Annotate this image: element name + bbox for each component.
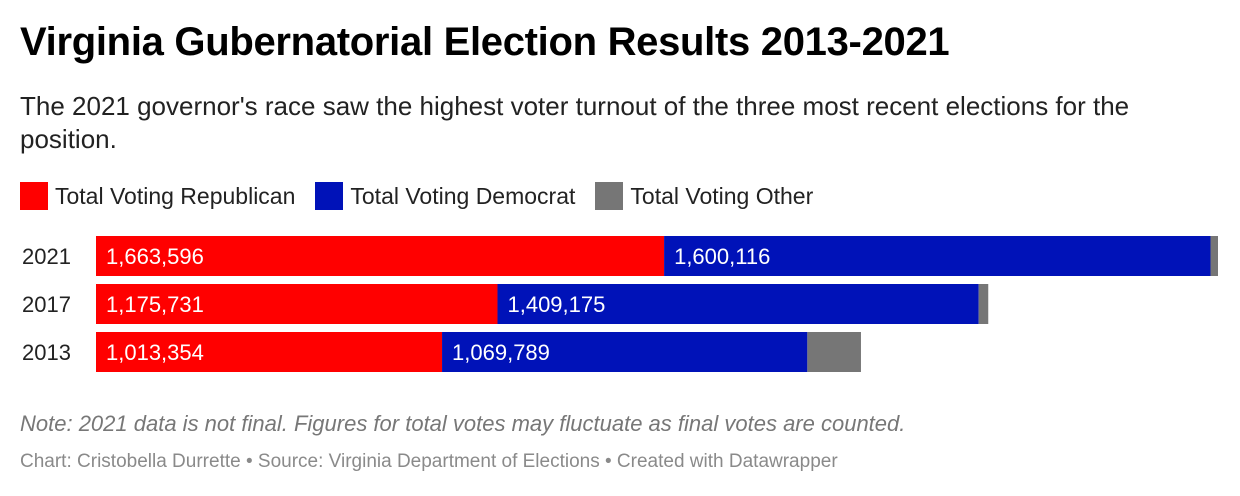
year-label-2013: 2013 <box>22 340 71 365</box>
bar-republican-2017 <box>96 284 498 324</box>
chart-title: Virginia Gubernatorial Election Results … <box>20 20 950 64</box>
chart-note: Note: 2021 data is not final. Figures fo… <box>20 411 906 436</box>
value-label-republican-2021: 1,663,596 <box>106 244 204 269</box>
bar-democrat-2017 <box>497 284 979 324</box>
legend-label-republican: Total Voting Republican <box>55 182 296 209</box>
value-label-democrat-2017: 1,409,175 <box>507 292 605 317</box>
value-label-democrat-2021: 1,600,116 <box>674 244 770 269</box>
legend-item-republican: Total Voting Republican <box>20 182 295 210</box>
year-label-2017: 2017 <box>22 292 71 317</box>
bar-democrat-2013 <box>442 332 808 372</box>
bar-other-2013 <box>807 332 861 372</box>
value-label-republican-2017: 1,175,731 <box>106 292 204 317</box>
legend-swatch-republican <box>20 182 48 210</box>
legend-label-democrat: Total Voting Democrat <box>350 182 576 209</box>
stacked-bar-chart: 2021 1,663,596 1,600,116 2017 1,175,731 1,409… <box>22 236 1218 372</box>
legend: Total Voting Republican Total Voting Dem… <box>20 182 833 210</box>
bar-other-2021 <box>1210 236 1218 276</box>
bar-republican-2021 <box>96 236 665 276</box>
legend-label-other: Total Voting Other <box>630 182 814 209</box>
legend-item-other: Total Voting Other <box>595 182 813 210</box>
year-label-2021: 2021 <box>22 244 71 269</box>
bar-other-2017 <box>978 284 989 324</box>
value-label-democrat-2013: 1,069,789 <box>452 340 550 365</box>
legend-item-democrat: Total Voting Democrat <box>315 182 575 210</box>
value-label-republican-2013: 1,013,354 <box>106 340 204 365</box>
legend-swatch-democrat <box>315 182 344 210</box>
chart-subtitle: The 2021 governor's race saw the highest… <box>20 91 1130 154</box>
legend-swatch-other <box>595 182 624 210</box>
bar-democrat-2021 <box>664 236 1211 276</box>
bar-republican-2013 <box>96 332 443 372</box>
chart-credit: Chart: Cristobella Durrette • Source: Vi… <box>20 451 838 472</box>
